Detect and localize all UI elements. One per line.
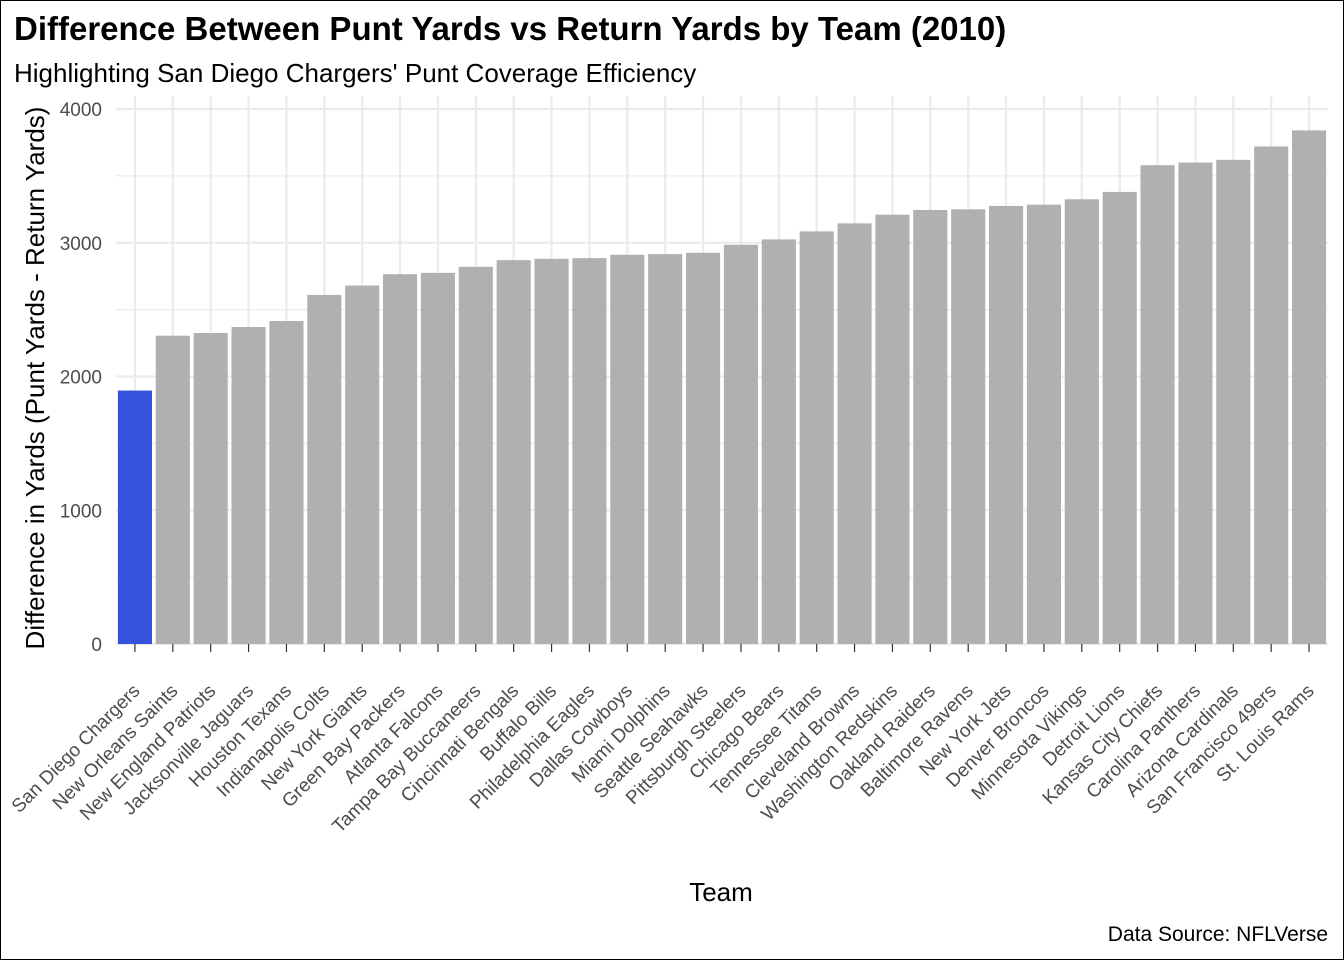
y-tick-label: 3000	[60, 234, 102, 255]
bar	[231, 327, 266, 644]
bar	[913, 209, 948, 644]
bar	[761, 239, 796, 644]
y-tick-label: 0	[91, 635, 102, 656]
bar	[1216, 159, 1251, 644]
bar	[951, 209, 986, 644]
bar	[989, 205, 1024, 644]
bar	[1178, 162, 1213, 644]
bar	[420, 272, 455, 644]
bar	[1254, 146, 1289, 644]
ticks: 0 1000 2000 3000 4000	[60, 100, 1310, 656]
bar-highlighted	[117, 390, 152, 644]
bar	[496, 260, 531, 644]
bar	[723, 244, 758, 644]
y-tick-label: 1000	[60, 501, 102, 522]
y-axis-title: Difference in Yards (Punt Yards - Return…	[20, 107, 50, 650]
bar	[648, 254, 683, 644]
bar	[610, 254, 645, 644]
bar	[686, 252, 721, 644]
bar	[155, 335, 190, 644]
bar	[1140, 165, 1175, 645]
bar	[458, 266, 493, 644]
bar	[1026, 204, 1061, 644]
chart-title: Difference Between Punt Yards vs Return …	[14, 10, 1006, 47]
bar	[799, 231, 834, 644]
chart-caption: Data Source: NFLVerse	[1108, 923, 1328, 946]
bar	[307, 294, 342, 644]
x-axis-title: Team	[689, 877, 753, 907]
bar	[383, 274, 418, 644]
bar	[837, 223, 872, 644]
y-tick-label: 4000	[60, 100, 102, 121]
y-tick-label: 2000	[60, 368, 102, 389]
bars	[117, 130, 1327, 645]
bar	[269, 320, 304, 644]
bar	[1064, 199, 1099, 644]
bar	[534, 258, 569, 644]
bar	[875, 214, 910, 644]
bar	[345, 285, 380, 644]
bar	[1292, 130, 1327, 644]
chart-subtitle: Highlighting San Diego Chargers' Punt Co…	[14, 58, 696, 88]
bar	[572, 258, 607, 644]
bar	[193, 333, 228, 644]
bar	[1102, 191, 1137, 645]
